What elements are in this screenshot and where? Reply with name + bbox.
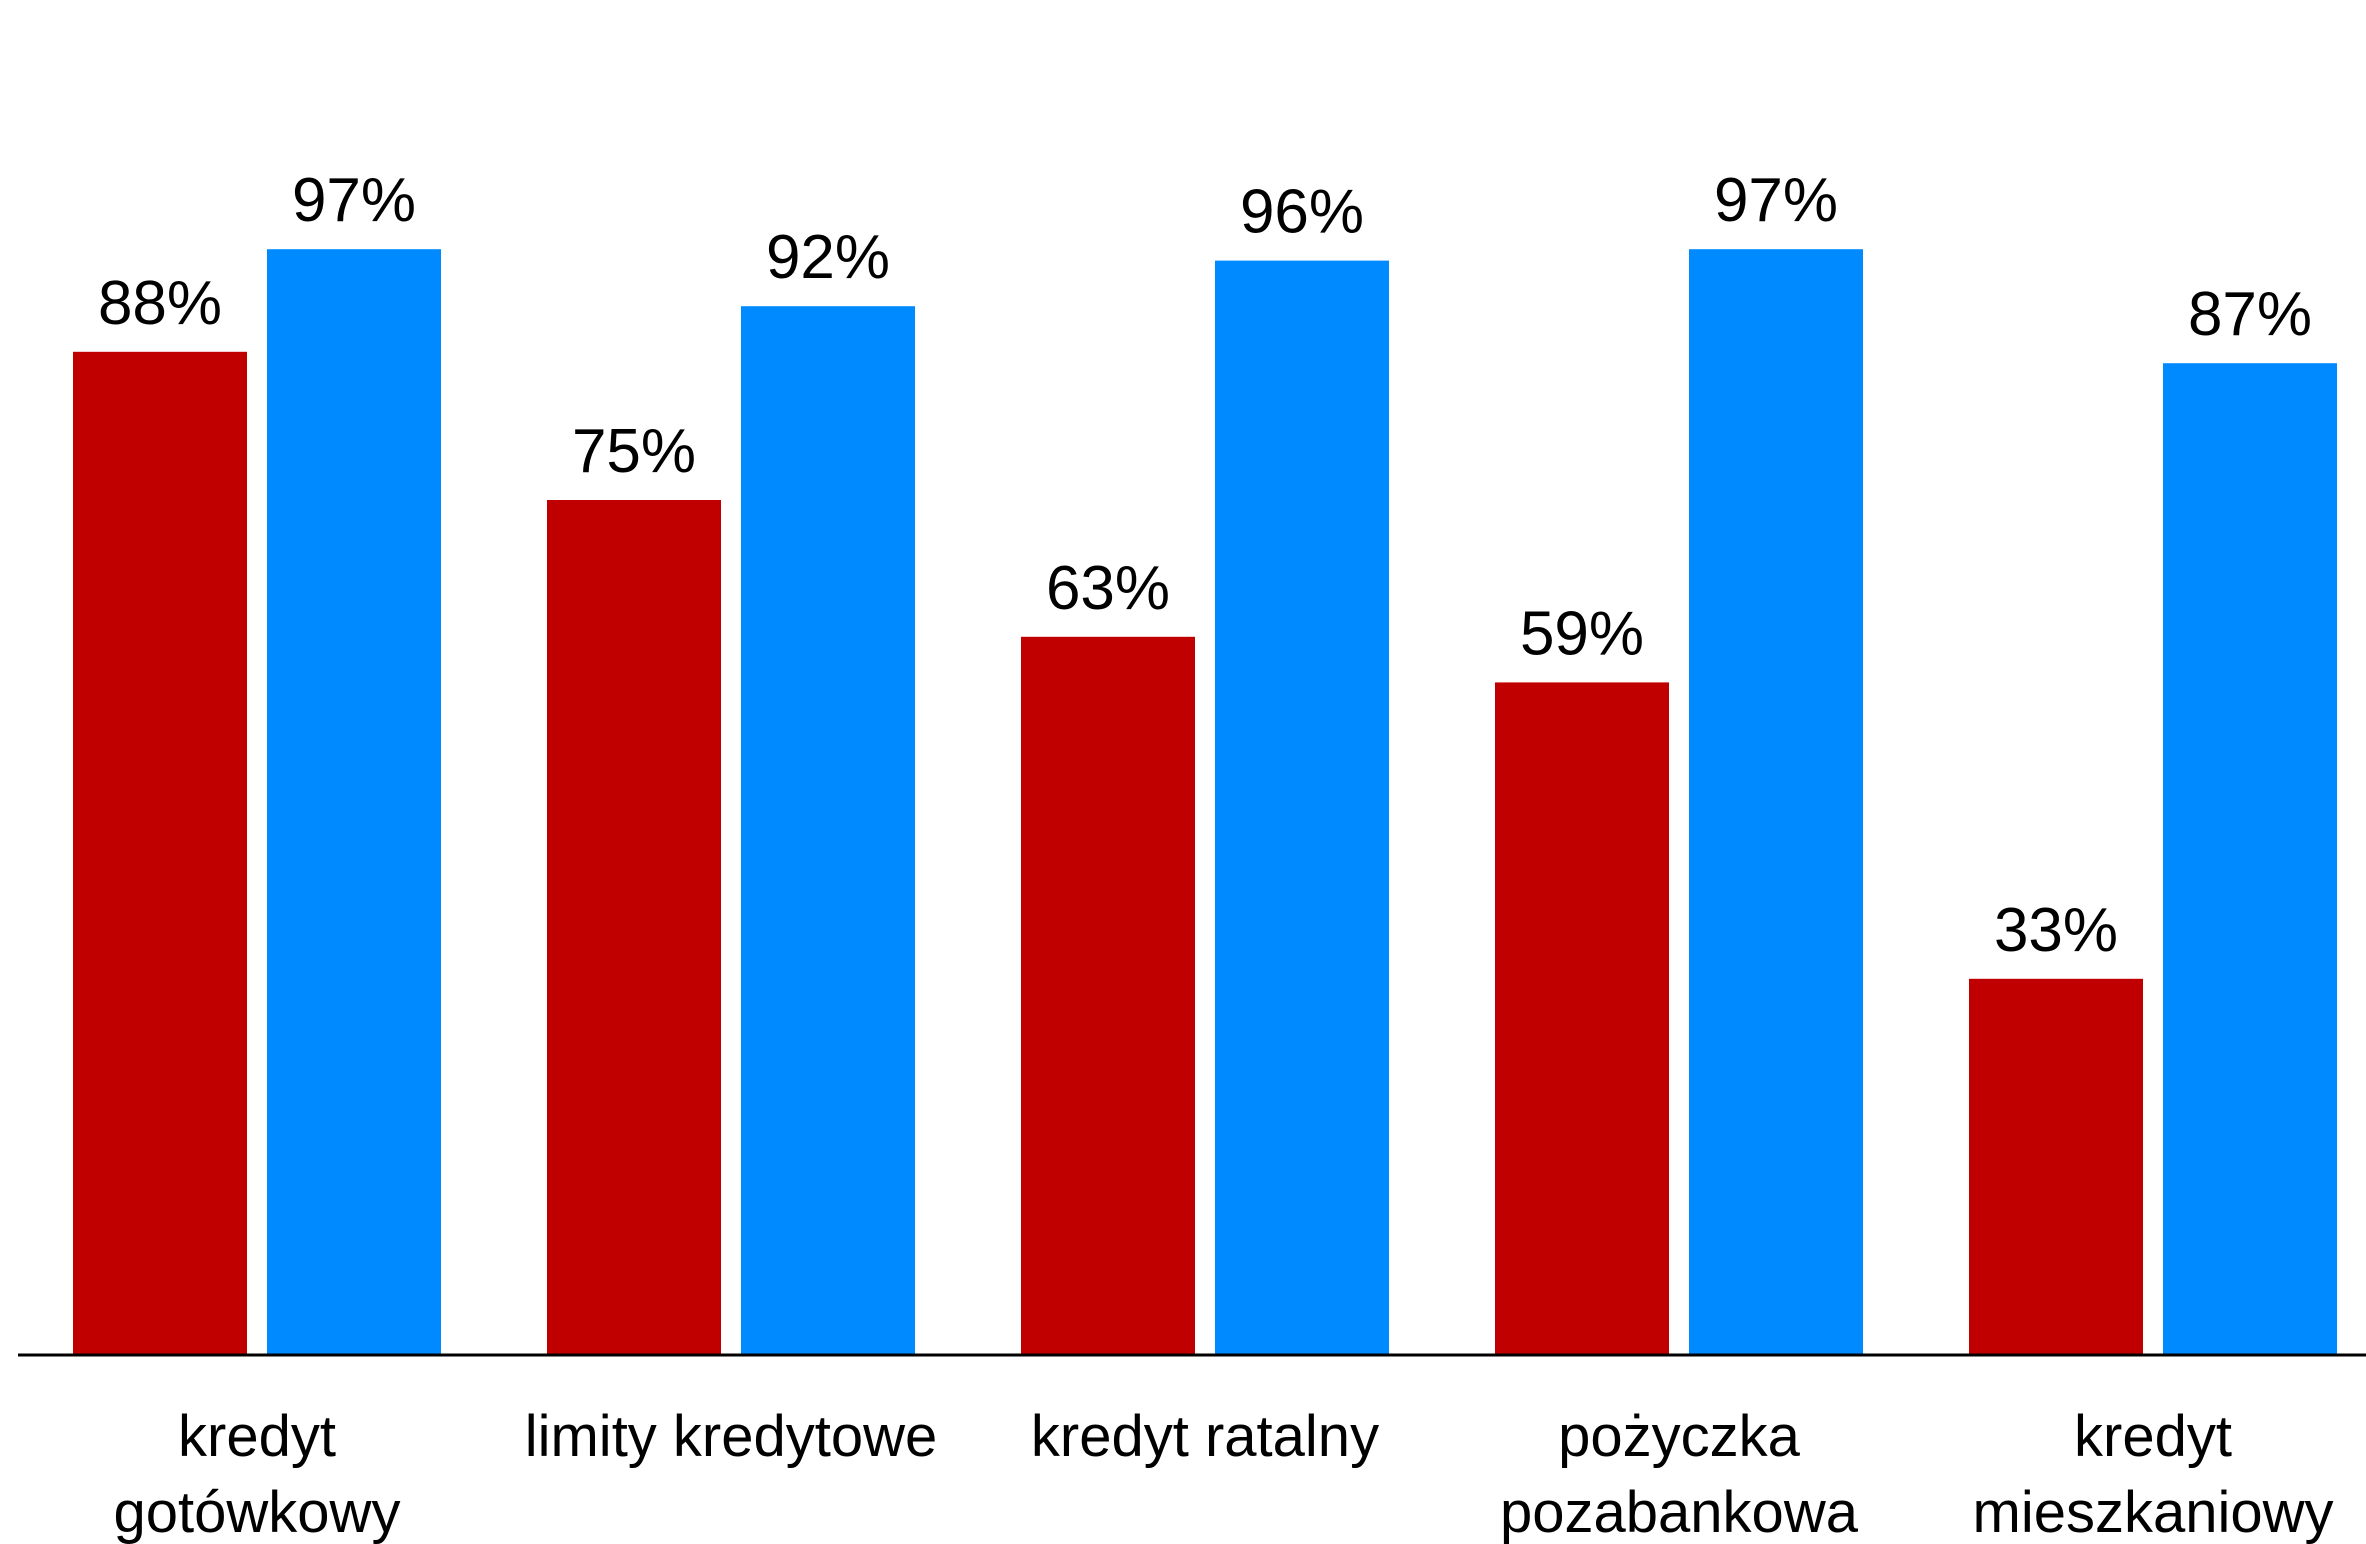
bar-series2-group2 — [741, 306, 915, 1356]
data-label-series1-group3: 63% — [1046, 554, 1170, 623]
bar-series1-group5 — [1969, 978, 2143, 1355]
category-label-1-line-1: kredyt — [178, 1404, 336, 1469]
data-label-series1-group2: 75% — [572, 417, 696, 486]
bar-series2-group3 — [1215, 260, 1389, 1356]
category-label-5: kredyt mieszkaniowy — [1973, 1404, 2334, 1544]
bar-series1-group3 — [1021, 636, 1195, 1355]
data-label-series1-group4: 59% — [1520, 599, 1644, 668]
bars-layer — [73, 249, 2337, 1356]
bar-series1-group4 — [1495, 682, 1669, 1355]
bar-series2-group1 — [267, 249, 441, 1356]
bar-series2-group4 — [1689, 249, 1863, 1356]
data-label-series2-group5: 87% — [2188, 280, 2312, 349]
category-label-3: kredyt ratalny — [1031, 1404, 1379, 1469]
data-label-series1-group1: 88% — [98, 269, 222, 338]
category-label-5-line-2: mieszkaniowy — [1973, 1480, 2334, 1544]
data-label-series1-group5: 33% — [1994, 896, 2118, 965]
category-label-4-line-1: pożyczka — [1558, 1404, 1801, 1469]
category-label-4-line-2: pozabankowa — [1500, 1480, 1859, 1544]
category-label-3-line-1: kredyt ratalny — [1031, 1404, 1379, 1469]
bar-series2-group5 — [2163, 363, 2337, 1355]
category-label-2: limity kredytowe — [525, 1404, 938, 1469]
category-labels-layer: kredyt gotówkowy limity kredytowe kredyt ra… — [114, 1404, 2334, 1544]
data-label-series2-group3: 96% — [1240, 178, 1364, 247]
data-label-series2-group2: 92% — [766, 223, 890, 292]
category-label-1: kredyt gotówkowy — [114, 1404, 401, 1544]
category-label-2-line-1: limity kredytowe — [525, 1404, 938, 1469]
data-label-series2-group4: 97% — [1714, 166, 1838, 235]
bar-series1-group1 — [73, 351, 247, 1355]
category-label-4: pożyczka pozabankowa — [1500, 1404, 1859, 1544]
category-label-1-line-2: gotówkowy — [114, 1480, 401, 1544]
data-labels-layer: 88% 97% 75% 92% 63% 96% 59% 97% 33% 87% — [98, 166, 2312, 965]
data-label-series2-group1: 97% — [292, 166, 416, 235]
category-label-5-line-1: kredyt — [2074, 1404, 2232, 1469]
bar-series1-group2 — [547, 500, 721, 1355]
